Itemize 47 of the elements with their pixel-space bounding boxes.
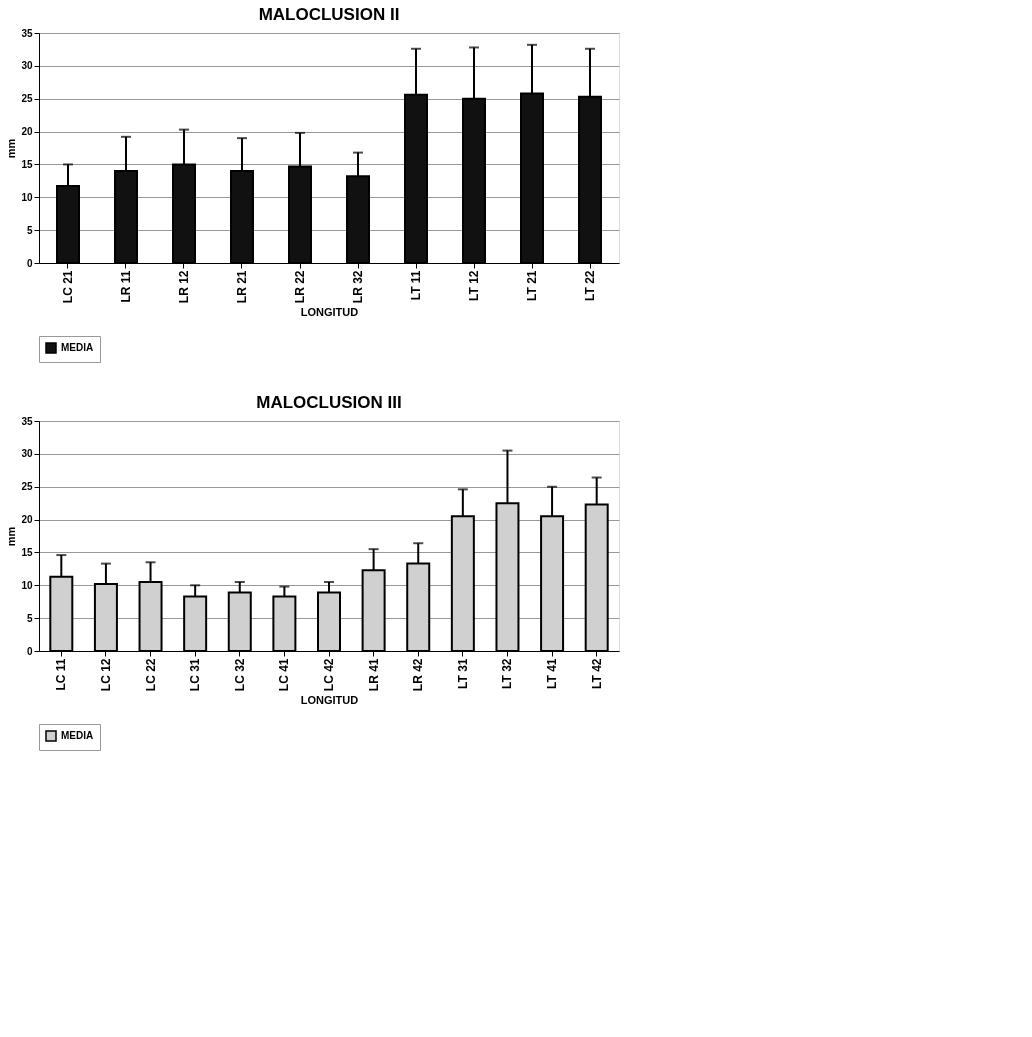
y-tick-label: 5 [26,612,33,624]
chart-title: MALOCLUSION II [258,5,400,24]
x-tick-label: LC 41 [277,658,292,692]
x-tick-label: LT 41 [545,658,560,689]
y-tick-label: 15 [21,158,33,170]
y-tick-label: 30 [21,448,33,460]
x-tick-label: LR 42 [411,658,426,692]
chart-title: MALOCLUSION III [256,393,402,412]
y-tick-label: 0 [26,257,33,269]
x-tick-label: LC 22 [143,658,158,692]
y-tick-label: 5 [26,224,33,236]
x-tick-label: LT 42 [589,658,604,689]
y-tick-label: 0 [26,645,33,657]
y-tick-label: 25 [21,93,33,105]
x-tick-label: LT 12 [467,270,481,301]
y-tick-label: 35 [21,27,33,39]
x-tick-label: LR 32 [351,270,365,304]
legend-label: MEDIA [61,342,94,353]
x-axis-title: LONGITUD [300,306,359,319]
x-tick-label: LR 22 [293,270,307,304]
y-tick-label: 20 [21,126,33,138]
x-axis-title: LONGITUD [300,694,359,707]
x-tick-label: LT 32 [500,658,515,689]
y-tick-label: 10 [21,579,33,591]
y-tick-label: 20 [21,514,33,526]
y-tick-label: 35 [21,415,33,427]
x-tick-label: LR 21 [235,270,249,304]
y-tick-label: 10 [21,191,33,203]
y-tick-label: 15 [21,546,33,558]
x-tick-label: LR 11 [119,270,133,303]
y-axis-title: mm [5,138,18,159]
legend-label: MEDIA [61,730,94,741]
x-tick-label: LR 41 [366,658,381,692]
x-tick-label: LR 12 [177,270,191,304]
x-tick-label: LT 11 [409,270,423,301]
y-tick-label: 25 [21,481,33,493]
x-tick-label: LC 12 [98,658,113,692]
x-tick-label: LC 32 [232,658,247,692]
x-tick-label: LC 11 [54,658,69,691]
x-tick-label: LC 42 [322,658,336,692]
x-tick-label: LT 31 [455,658,470,689]
y-axis-title: mm [5,526,18,547]
x-tick-label: LC 31 [188,658,203,692]
x-tick-label: LC 21 [61,270,75,304]
y-tick-label: 30 [21,60,33,72]
x-tick-label: LT 21 [525,270,539,301]
x-tick-label: LT 22 [583,270,597,301]
